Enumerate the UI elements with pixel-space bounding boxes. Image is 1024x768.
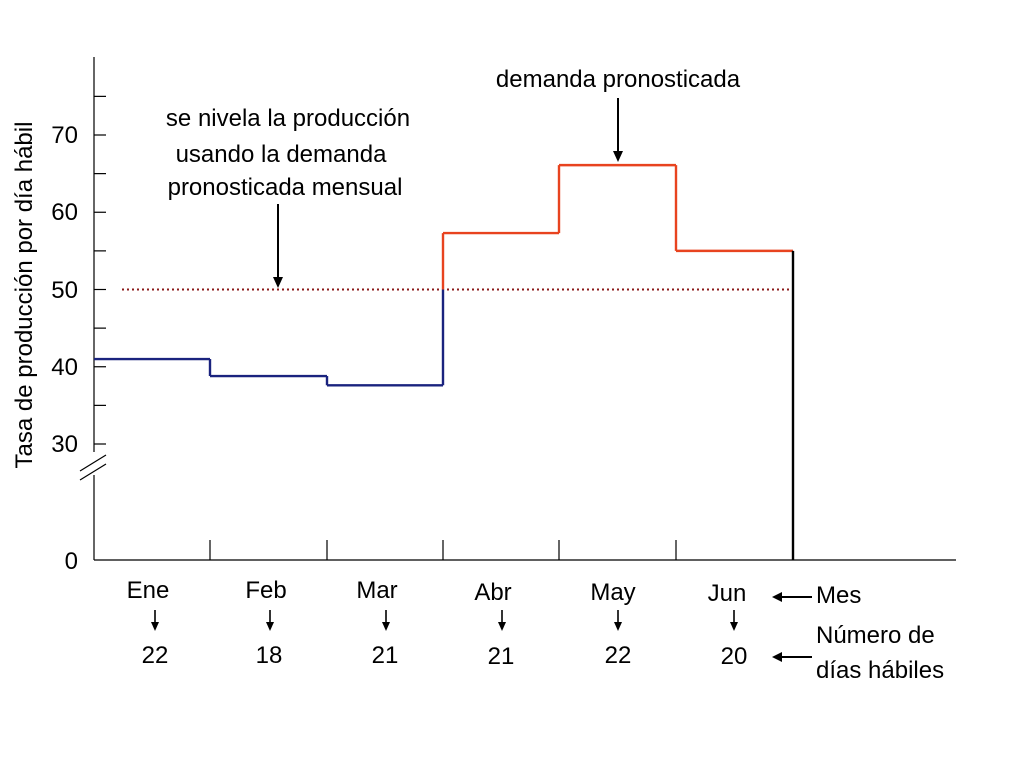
- small-down-arrow-head: [266, 622, 274, 631]
- annotation-level-line1: se nivela la producción: [166, 105, 410, 132]
- small-down-arrow-head: [382, 622, 390, 631]
- annotation-level-line3: pronosticada mensual: [168, 174, 403, 201]
- y-tick-label-0: 0: [65, 548, 78, 575]
- mes-arrow-head: [772, 592, 782, 602]
- y-axis-title: Tasa de producción por día hábil: [11, 122, 38, 469]
- month-label-abr: Abr: [474, 579, 511, 606]
- small-down-arrow-head: [151, 622, 159, 631]
- y-tick-label-40: 40: [51, 354, 78, 381]
- days-label-ene: 22: [142, 642, 169, 669]
- month-label-may: May: [590, 579, 635, 606]
- days-label-abr: 21: [488, 643, 515, 670]
- days-label-feb: 18: [256, 642, 283, 669]
- month-label-ene: Ene: [127, 577, 170, 604]
- days-label-jun: 20: [721, 643, 748, 670]
- axis-break-mark-1: [79, 454, 107, 472]
- month-label-jun: Jun: [708, 580, 747, 607]
- days-label-mar: 21: [372, 642, 399, 669]
- row-label-dias-habiles: días hábiles: [816, 657, 944, 684]
- annotation-level-line2: usando la demanda: [176, 141, 387, 168]
- y-tick-label-70: 70: [51, 122, 78, 149]
- days-label-may: 22: [605, 642, 632, 669]
- dias-arrow-head: [772, 652, 782, 662]
- annotation-forecast: demanda pronosticada: [496, 66, 741, 93]
- month-label-feb: Feb: [245, 577, 286, 604]
- production-series: [94, 163, 795, 560]
- y-tick-label-50: 50: [51, 277, 78, 304]
- month-to-days-arrows: [151, 610, 738, 631]
- level-arrow-head: [273, 277, 283, 288]
- small-down-arrow-head: [614, 622, 622, 631]
- row-label-numero-de: Número de: [816, 622, 935, 649]
- small-down-arrow-head: [730, 622, 738, 631]
- forecast-arrow-head: [613, 151, 623, 162]
- axis-break-mark-2: [79, 463, 107, 481]
- y-tick-label-60: 60: [51, 199, 78, 226]
- y-tick-marks: [94, 95, 106, 445]
- y-tick-label-30: 30: [51, 431, 78, 458]
- month-label-mar: Mar: [356, 577, 397, 604]
- small-down-arrow-head: [498, 622, 506, 631]
- x-tick-marks: [209, 540, 677, 560]
- row-label-mes: Mes: [816, 582, 861, 609]
